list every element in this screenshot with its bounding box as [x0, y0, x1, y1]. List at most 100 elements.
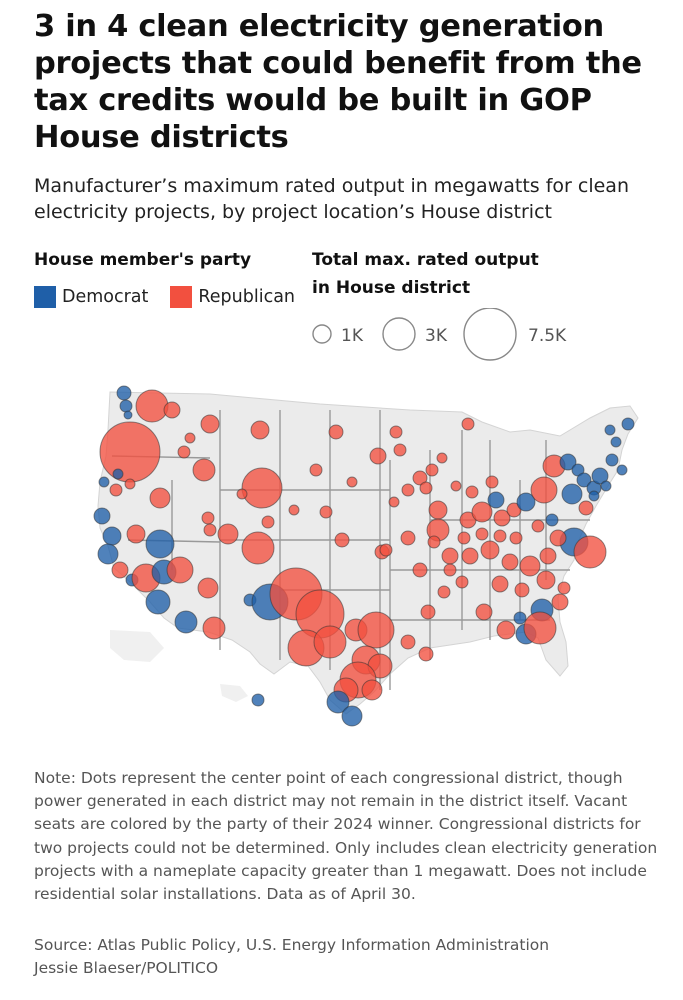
district-dot-republican [388, 496, 400, 508]
district-dot-democrat [600, 480, 612, 492]
district-dot-republican [163, 401, 181, 419]
district-dot-republican [126, 524, 146, 544]
district-dot-republican [328, 424, 344, 440]
district-dot-republican [192, 458, 216, 482]
district-dot-republican [578, 500, 594, 516]
democrat-label: Democrat [62, 287, 149, 307]
district-dot-republican [465, 485, 479, 499]
district-dot-democrat [610, 436, 622, 448]
district-dot-republican [379, 543, 393, 557]
district-dot-democrat [326, 690, 350, 714]
district-dot-republican [441, 547, 459, 565]
district-dot-republican [461, 547, 479, 565]
district-dot-republican [549, 529, 567, 547]
district-dot-democrat [102, 526, 122, 546]
district-dot-republican [418, 646, 434, 662]
district-dot-republican [501, 553, 519, 571]
district-dot-democrat [112, 468, 124, 480]
district-dot-republican [357, 611, 395, 649]
district-dot-republican [361, 679, 383, 701]
district-dot-republican [334, 532, 350, 548]
district-dot-republican [419, 481, 433, 495]
district-dot-democrat [604, 424, 616, 436]
district-dot-republican [203, 523, 217, 537]
chart-title: 3 in 4 clean electricity generation proj… [34, 9, 642, 155]
district-dot-democrat [341, 705, 363, 727]
district-dot-republican [420, 604, 436, 620]
district-dot-republican [530, 476, 558, 504]
district-dot-republican [400, 530, 416, 546]
district-dot-republican [166, 556, 194, 584]
district-dot-democrat [605, 453, 619, 467]
district-dot-republican [485, 475, 499, 489]
district-dot-republican [427, 535, 441, 549]
district-dot-republican [319, 505, 333, 519]
district-dot-republican [496, 620, 516, 640]
district-dot-republican [536, 570, 556, 590]
size-legend: 1K 3K 7.5K [312, 308, 567, 361]
district-dot-republican [400, 634, 416, 650]
district-dot-democrat [174, 610, 198, 634]
district-dot-democrat [251, 693, 265, 707]
district-dot-republican [109, 483, 123, 497]
district-dot-democrat [576, 472, 592, 488]
district-dot-democrat [93, 507, 111, 525]
district-dot-republican [217, 523, 239, 545]
district-dot-republican [493, 529, 507, 543]
district-dot-republican [149, 487, 171, 509]
district-dot-democrat [123, 410, 133, 420]
district-dot-republican [450, 480, 462, 492]
district-dot-democrat [487, 491, 505, 509]
district-dot-republican [200, 414, 220, 434]
district-dot-republican [412, 562, 428, 578]
party-legend-heading: House member's party [34, 250, 252, 270]
chart-subtitle: Manufacturer’s maximum rated output in m… [34, 175, 629, 223]
district-dot-democrat [545, 513, 559, 527]
district-dot-republican [241, 531, 275, 565]
district-dot-democrat [621, 417, 635, 431]
district-dot-republican [135, 389, 169, 423]
district-dot-republican [346, 476, 358, 488]
district-dot-democrat [561, 483, 583, 505]
district-dot-republican [313, 625, 347, 659]
size-legend-label-1k: 1K [341, 326, 364, 346]
district-dot-republican [369, 447, 387, 465]
hawaii-shape [220, 684, 248, 702]
district-dot-democrat [145, 529, 175, 559]
size-legend-label-7-5k: 7.5K [528, 326, 567, 346]
district-dot-republican [412, 470, 428, 486]
size-legend-circle-1k [312, 324, 332, 344]
district-dot-republican [519, 555, 541, 577]
district-dot-republican [250, 420, 270, 440]
size-legend-heading: Total max. rated output in House distric… [312, 250, 539, 298]
district-dot-republican [436, 452, 448, 464]
district-dot-republican [557, 581, 571, 595]
party-legend: Democrat Republican [34, 286, 295, 308]
district-dot-republican [111, 561, 129, 579]
district-dot-republican [480, 540, 500, 560]
district-dot-republican [261, 515, 275, 529]
district-dot-republican [236, 488, 248, 500]
democrat-swatch [34, 286, 56, 308]
district-dot-republican [523, 611, 557, 645]
district-dot-democrat [98, 476, 110, 488]
district-dot-republican [443, 563, 457, 577]
size-legend-label-3k: 3K [425, 326, 448, 346]
district-dot-republican [428, 500, 448, 520]
district-dot-republican [197, 577, 219, 599]
district-dot-democrat [119, 399, 133, 413]
district-dot-republican [573, 535, 607, 569]
district-dot-republican [509, 531, 523, 545]
district-dot-republican [393, 443, 407, 457]
district-dot-republican [401, 483, 415, 497]
republican-swatch [170, 286, 193, 308]
district-dot-democrat [116, 385, 132, 401]
republican-label: Republican [198, 287, 296, 307]
district-dot-republican [461, 417, 475, 431]
district-dot-democrat [559, 453, 577, 471]
us-house-district-map [93, 385, 639, 727]
alaska-shape [110, 630, 164, 662]
district-dot-republican [471, 501, 493, 523]
district-dot-democrat [145, 589, 171, 615]
district-dot-republican [539, 547, 557, 565]
